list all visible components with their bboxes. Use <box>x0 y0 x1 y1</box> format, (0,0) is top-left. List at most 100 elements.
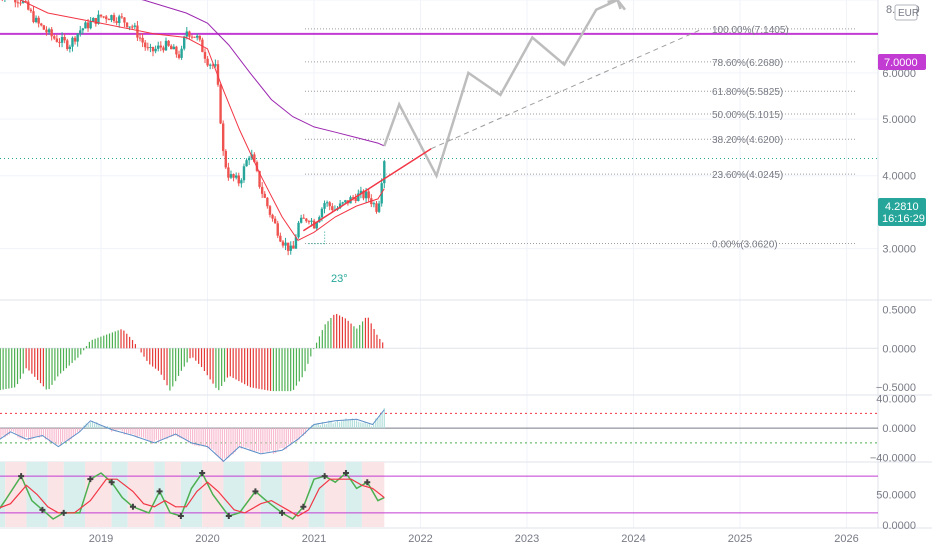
histogram-bar <box>25 348 27 369</box>
osc-tick-label: 40.0000 <box>876 394 916 406</box>
candle-body <box>73 37 77 42</box>
candle-body <box>294 237 298 249</box>
stoch-cross-marker <box>342 470 349 477</box>
stoch-cross-marker <box>129 503 136 510</box>
histogram-bar <box>134 344 136 349</box>
trend-line[interactable] <box>302 148 432 232</box>
histogram-bar <box>114 331 116 349</box>
stoch-bg-band <box>361 462 385 527</box>
histogram-bar <box>8 348 10 389</box>
histogram-bar <box>175 348 177 382</box>
stoch-cross-marker <box>252 488 259 495</box>
histogram-bar <box>166 348 168 386</box>
histogram-bar <box>189 348 191 359</box>
candle-body <box>136 25 139 38</box>
histogram-bar <box>212 348 214 384</box>
ma-fast-line <box>19 0 385 241</box>
candle-body <box>110 15 113 21</box>
histogram-bar <box>341 316 344 349</box>
x-tick-2022: 2022 <box>408 533 432 545</box>
candle-body <box>315 222 318 229</box>
currency-label[interactable]: EUR <box>898 8 919 19</box>
stoch-bg-band <box>282 462 309 527</box>
candle-body <box>229 174 233 178</box>
histogram-bar <box>347 320 349 349</box>
candle-body <box>42 25 46 30</box>
candle-body <box>58 41 61 43</box>
x-tick-2024: 2024 <box>621 533 645 545</box>
candle-body <box>138 37 142 39</box>
osc-tick-label: 0.0000 <box>882 423 916 435</box>
candle-body <box>185 31 188 37</box>
histogram-bar <box>131 340 134 349</box>
candle-body <box>357 193 360 202</box>
candle-body <box>76 33 79 42</box>
candle-body <box>115 21 118 23</box>
histogram-bar <box>272 348 275 392</box>
histogram-bar <box>45 348 47 390</box>
histogram-bar <box>117 330 119 349</box>
histogram-bar <box>172 348 174 387</box>
candle-body <box>79 30 82 34</box>
candle-body <box>377 203 381 212</box>
histogram-bar <box>301 348 303 378</box>
histogram-bar <box>2 348 4 390</box>
histogram-bar <box>359 324 361 349</box>
histogram-bar <box>367 317 369 349</box>
stoch-cross-marker <box>177 512 184 519</box>
histogram-bar <box>292 348 295 390</box>
histogram-bar <box>111 332 113 349</box>
candle-body <box>289 245 292 251</box>
histogram-bar <box>209 348 211 380</box>
histogram-bar <box>28 348 30 371</box>
candle-body <box>177 54 181 58</box>
candle-body <box>164 40 168 51</box>
histogram-bar <box>80 348 82 355</box>
histogram-bar <box>97 337 99 349</box>
candle-body <box>81 28 85 31</box>
histogram-bar <box>244 348 246 385</box>
stoch-bg-band <box>0 462 6 527</box>
histogram-bar <box>88 341 90 349</box>
histogram-bar <box>327 321 329 349</box>
histogram-bar <box>353 326 355 349</box>
histogram-bar <box>140 348 142 353</box>
candle-body <box>354 197 357 202</box>
candle-body <box>227 167 230 178</box>
histogram-bar <box>94 338 96 349</box>
stoch-bg-band <box>63 462 86 527</box>
histogram-bar <box>267 348 269 391</box>
osc-line <box>0 409 385 462</box>
projection-path[interactable] <box>383 0 626 179</box>
candle-body <box>305 218 308 222</box>
candle-body <box>180 48 183 58</box>
hist-tick-label: 0.0000 <box>882 343 916 355</box>
histogram-bar <box>57 348 59 377</box>
level-badge-box <box>878 54 926 70</box>
candle-body <box>245 160 248 167</box>
histogram-bar <box>169 348 171 391</box>
histogram-bar <box>186 348 188 363</box>
stoch-cross-marker <box>60 509 67 516</box>
candle-body <box>131 26 134 28</box>
stoch-bg-band <box>154 462 165 527</box>
histogram-bar <box>60 348 62 374</box>
histogram-bar <box>77 348 79 358</box>
candle-body <box>128 26 131 28</box>
stoch-bg-band <box>127 462 155 527</box>
candle-body <box>266 197 269 207</box>
candle-body <box>273 218 277 224</box>
candle-body <box>175 46 178 55</box>
stoch-k-line <box>0 471 385 520</box>
histogram-bar <box>336 313 338 349</box>
candle-body <box>66 40 69 49</box>
histogram-bar <box>103 335 105 349</box>
candle-body <box>162 47 165 51</box>
histogram-bar <box>344 318 346 349</box>
price-badge-box <box>878 198 926 226</box>
projection-arrowhead <box>607 0 622 10</box>
histogram-bar <box>318 336 321 349</box>
fib-level-label: 0.00%(3.0620) <box>712 239 778 250</box>
histogram-bar <box>284 348 286 392</box>
